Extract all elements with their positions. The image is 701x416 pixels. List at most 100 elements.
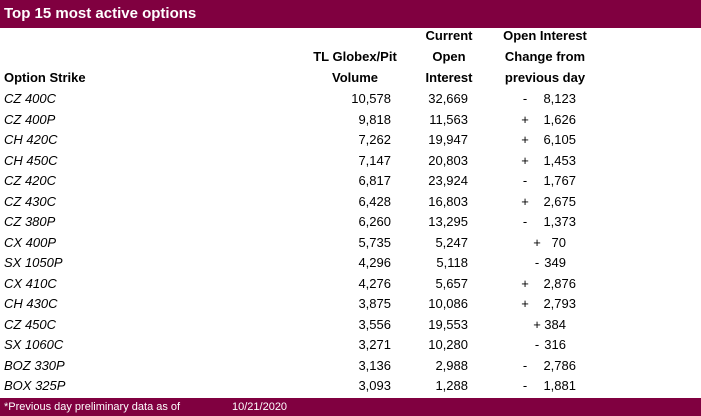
table-row: CZ 450C 3,556 19,553 +384 <box>0 315 701 336</box>
option-strike: BOX 325P <box>4 378 66 393</box>
table-row: CZ 400C 10,578 32,669 -8,123 <box>0 89 701 110</box>
volume-value: 6,428 <box>358 193 391 209</box>
open-interest-value: 20,803 <box>428 152 468 168</box>
change-value: 2,876 <box>543 275 576 291</box>
volume-value: 6,260 <box>358 214 391 229</box>
option-strike: CZ 430C <box>4 193 57 209</box>
header-chg-line-1: Open Interest <box>503 28 587 43</box>
table-row: CH 430C 3,875 10,086 +2,793 <box>0 294 701 315</box>
volume-value: 4,276 <box>358 275 391 291</box>
change-value: 8,123 <box>543 91 576 106</box>
table-title: Top 15 most active options <box>0 0 701 28</box>
volume-value: 3,136 <box>358 357 391 373</box>
table-row: CZ 380P 6,260 13,295 -1,373 <box>0 212 701 233</box>
volume-value: 6,817 <box>358 173 391 188</box>
change-sign: - <box>522 173 528 188</box>
open-interest-value: 2,988 <box>435 357 468 373</box>
option-strike: CZ 400P <box>4 111 56 127</box>
change-value: 1,626 <box>543 111 576 127</box>
volume-value: 3,271 <box>358 337 391 352</box>
open-interest-value: 19,553 <box>428 316 468 332</box>
change-sign: + <box>521 132 529 147</box>
change-sign: + <box>521 111 529 127</box>
option-strike: SX 1050P <box>4 255 63 270</box>
header-oi-line-1: Current <box>425 28 473 43</box>
table-row: BOX 325P 3,093 1,288 -1,881 <box>0 376 701 397</box>
table-row: SX 1060C 3,271 10,280 -316 <box>0 335 701 356</box>
volume-value: 5,735 <box>358 234 391 250</box>
change-sign: - <box>522 378 528 393</box>
volume-value: 3,093 <box>358 378 391 393</box>
change-sign: - <box>522 91 528 106</box>
option-strike: CZ 400C <box>4 91 57 106</box>
option-strike: SX 1060C <box>4 337 64 352</box>
volume-value: 7,147 <box>358 152 391 168</box>
header-oi-change: Open Interest Change from previous day <box>493 25 597 88</box>
change-value: 1,373 <box>543 214 576 229</box>
open-interest-value: 1,288 <box>435 378 468 393</box>
table-row: CH 450C 7,147 20,803 +1,453 <box>0 151 701 172</box>
header-open-interest: Current Open Interest <box>410 25 488 88</box>
change-sign: - <box>534 337 540 352</box>
change-value: 316 <box>544 337 566 352</box>
change-sign: - <box>522 357 528 373</box>
footer-bar: *Previous day preliminary data as of 10/… <box>0 398 701 416</box>
option-strike: CZ 380P <box>4 214 56 229</box>
change-value: 384 <box>544 316 566 332</box>
change-value: 2,786 <box>543 357 576 373</box>
change-value: 1,767 <box>543 173 576 188</box>
volume-value: 10,578 <box>351 91 391 106</box>
open-interest-value: 11,563 <box>429 111 468 127</box>
table-row: CZ 430C 6,428 16,803 +2,675 <box>0 192 701 213</box>
table-row: CZ 420C 6,817 23,924 -1,767 <box>0 171 701 192</box>
header-chg-line-2: Change from <box>504 49 586 64</box>
change-sign: - <box>534 255 540 270</box>
change-value: 1,881 <box>543 378 576 393</box>
open-interest-value: 10,280 <box>428 337 468 352</box>
table-row: CX 410C 4,276 5,657 +2,876 <box>0 274 701 295</box>
open-interest-value: 16,803 <box>428 193 468 209</box>
header-volume: TL Globex/Pit Volume <box>300 46 410 88</box>
change-sign: + <box>533 316 541 332</box>
option-strike: CX 410C <box>4 275 57 291</box>
open-interest-value: 5,247 <box>435 234 468 250</box>
open-interest-value: 10,086 <box>428 296 468 311</box>
change-sign: - <box>522 214 528 229</box>
table-row: SX 1050P 4,296 5,118 -349 <box>0 253 701 274</box>
footer-note: *Previous day preliminary data as of <box>4 401 181 413</box>
open-interest-value: 5,118 <box>436 255 468 270</box>
volume-value: 4,296 <box>358 255 391 270</box>
option-strike: CX 400P <box>4 234 57 250</box>
open-interest-value: 32,669 <box>428 91 468 106</box>
header-oi-line-3: Interest <box>425 70 473 85</box>
change-value: 2,675 <box>543 193 576 209</box>
open-interest-value: 5,657 <box>435 275 468 291</box>
table-row: CH 420C 7,262 19,947 +6,105 <box>0 130 701 151</box>
volume-value: 9,818 <box>358 111 391 127</box>
header-chg-line-3: previous day <box>504 70 586 85</box>
change-value: 70 <box>551 234 566 250</box>
change-sign: + <box>533 234 541 250</box>
change-value: 6,105 <box>543 132 576 147</box>
change-sign: + <box>521 275 529 291</box>
header-oi-line-2: Open <box>432 49 466 64</box>
volume-value: 3,875 <box>358 296 391 311</box>
option-strike: CZ 420C <box>4 173 57 188</box>
option-strike: CH 430C <box>4 296 58 311</box>
open-interest-value: 19,947 <box>428 132 468 147</box>
volume-value: 7,262 <box>358 132 391 147</box>
change-sign: + <box>521 193 529 209</box>
change-sign: + <box>521 152 529 168</box>
option-strike: BOZ 330P <box>4 357 65 373</box>
table-row: CZ 400P 9,818 11,563 +1,626 <box>0 110 701 131</box>
change-value: 1,453 <box>543 152 576 168</box>
change-value: 349 <box>544 255 566 270</box>
footer-date: 10/21/2020 <box>232 401 288 413</box>
header-volume-line-1: TL Globex/Pit <box>313 49 397 64</box>
option-strike: CH 450C <box>4 152 58 168</box>
option-strike: CZ 450C <box>4 316 57 332</box>
header-option-strike: Option Strike <box>4 70 86 85</box>
volume-value: 3,556 <box>358 316 391 332</box>
open-interest-value: 13,295 <box>428 214 468 229</box>
